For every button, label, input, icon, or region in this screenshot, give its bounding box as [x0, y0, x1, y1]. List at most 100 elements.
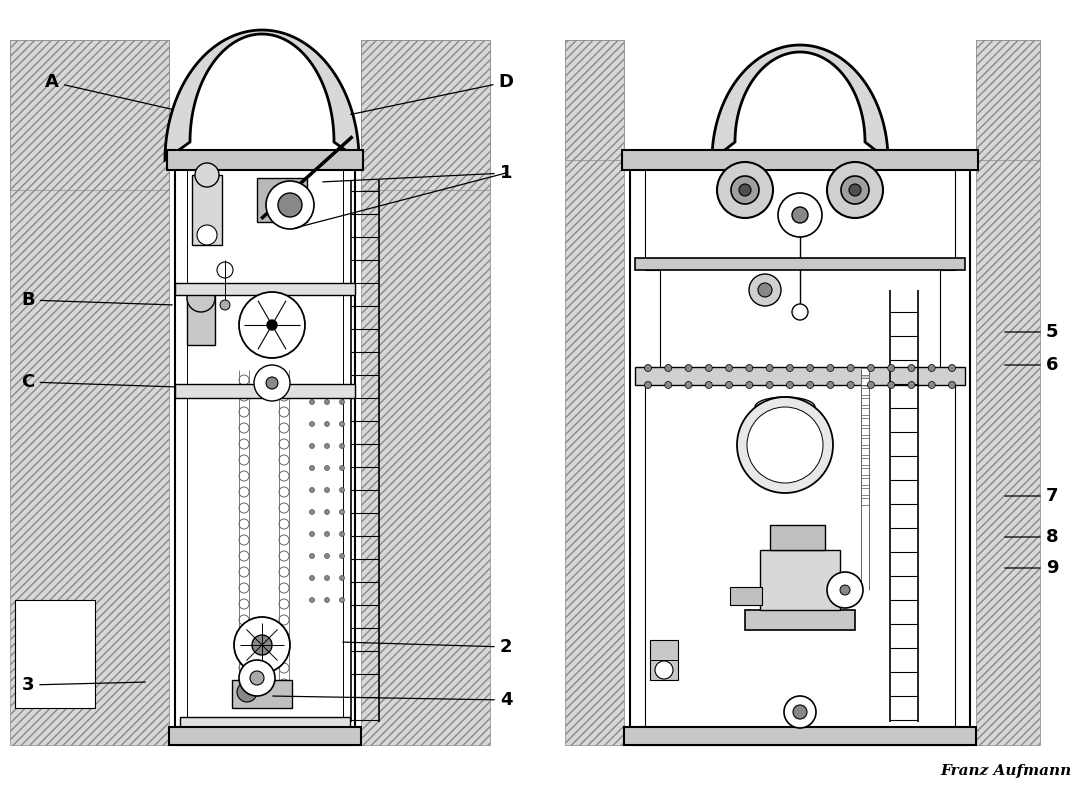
Circle shape	[239, 471, 249, 481]
Bar	[861, 408, 869, 415]
Circle shape	[279, 487, 289, 497]
Circle shape	[717, 162, 773, 218]
Polygon shape	[10, 40, 169, 160]
Circle shape	[339, 554, 344, 558]
Circle shape	[325, 598, 329, 602]
Circle shape	[279, 439, 289, 449]
Text: 9: 9	[1005, 559, 1058, 577]
Circle shape	[827, 382, 834, 389]
Circle shape	[239, 615, 249, 625]
Circle shape	[310, 466, 314, 470]
Circle shape	[325, 554, 329, 558]
Circle shape	[279, 471, 289, 481]
Circle shape	[339, 575, 344, 581]
Circle shape	[239, 503, 249, 513]
Bar	[861, 418, 869, 425]
Circle shape	[827, 572, 863, 608]
Circle shape	[239, 391, 249, 401]
Circle shape	[266, 181, 314, 229]
Circle shape	[266, 377, 278, 389]
Circle shape	[310, 510, 314, 514]
Circle shape	[237, 682, 257, 702]
Circle shape	[239, 599, 249, 609]
Circle shape	[766, 365, 773, 371]
Text: 8: 8	[1005, 528, 1058, 546]
Circle shape	[279, 535, 289, 545]
Circle shape	[908, 365, 915, 371]
Circle shape	[339, 487, 344, 493]
Circle shape	[738, 397, 833, 493]
Bar	[770, 525, 825, 550]
Bar	[861, 448, 869, 455]
Circle shape	[325, 531, 329, 537]
Bar	[861, 438, 869, 445]
Circle shape	[867, 382, 874, 389]
Circle shape	[279, 583, 289, 593]
Bar	[635, 367, 965, 385]
Circle shape	[949, 382, 955, 389]
Circle shape	[665, 382, 671, 389]
Circle shape	[279, 615, 289, 625]
Text: Franz Aufmann: Franz Aufmann	[941, 764, 1072, 778]
Circle shape	[239, 551, 249, 561]
Circle shape	[239, 407, 249, 417]
Circle shape	[749, 274, 781, 306]
Circle shape	[279, 631, 289, 641]
Circle shape	[279, 647, 289, 657]
Circle shape	[279, 567, 289, 577]
Circle shape	[784, 696, 815, 728]
Circle shape	[239, 455, 249, 465]
Bar	[175, 384, 355, 398]
Bar	[15, 600, 95, 708]
Circle shape	[739, 184, 751, 196]
Bar	[232, 680, 292, 708]
Text: 6: 6	[1005, 356, 1058, 374]
Circle shape	[239, 647, 249, 657]
Polygon shape	[361, 40, 490, 745]
Circle shape	[195, 163, 219, 187]
Circle shape	[792, 207, 808, 223]
Circle shape	[239, 535, 249, 545]
Circle shape	[731, 176, 759, 204]
Bar	[192, 175, 222, 245]
Circle shape	[250, 671, 264, 685]
Circle shape	[644, 382, 652, 389]
Circle shape	[325, 422, 329, 426]
Circle shape	[234, 617, 290, 673]
Circle shape	[239, 663, 249, 673]
Circle shape	[239, 519, 249, 529]
Bar	[650, 640, 678, 680]
Circle shape	[847, 382, 854, 389]
Circle shape	[239, 567, 249, 577]
Bar	[861, 428, 869, 435]
Circle shape	[279, 663, 289, 673]
Circle shape	[747, 407, 823, 483]
Circle shape	[339, 422, 344, 426]
Polygon shape	[712, 45, 888, 160]
Circle shape	[686, 382, 692, 389]
Circle shape	[279, 407, 289, 417]
Text: C: C	[22, 373, 175, 391]
Circle shape	[665, 365, 671, 371]
Circle shape	[310, 575, 314, 581]
Text: D: D	[351, 73, 513, 114]
Circle shape	[847, 365, 854, 371]
Bar	[257, 178, 306, 222]
Circle shape	[827, 365, 834, 371]
Text: 7: 7	[1005, 487, 1058, 505]
Text: 2: 2	[343, 638, 512, 656]
Bar	[861, 468, 869, 475]
Circle shape	[888, 382, 895, 389]
Circle shape	[278, 193, 302, 217]
Circle shape	[239, 375, 249, 385]
Polygon shape	[976, 40, 1040, 745]
Circle shape	[268, 320, 277, 330]
Circle shape	[339, 510, 344, 514]
Polygon shape	[565, 40, 624, 160]
Circle shape	[840, 585, 850, 595]
Bar	[180, 717, 350, 727]
Circle shape	[279, 503, 289, 513]
Bar	[861, 368, 869, 375]
Circle shape	[908, 382, 915, 389]
Circle shape	[255, 365, 290, 401]
